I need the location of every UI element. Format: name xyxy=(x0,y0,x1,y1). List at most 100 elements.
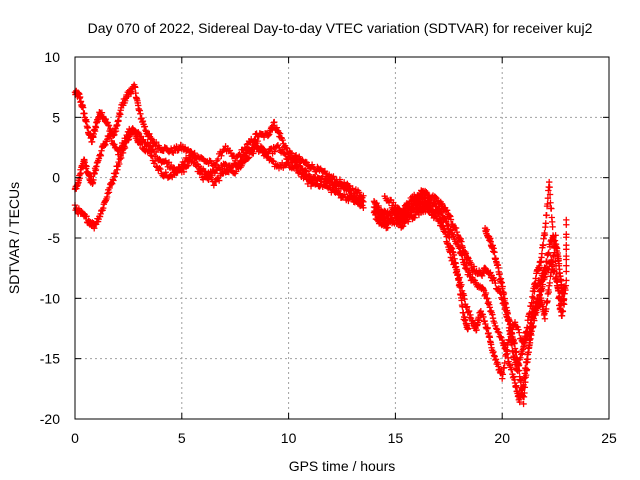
data-point-marker xyxy=(251,136,258,143)
data-point-marker xyxy=(483,226,491,233)
data-point-marker xyxy=(106,132,114,139)
data-point-marker xyxy=(227,167,235,174)
data-point-marker xyxy=(202,168,209,175)
data-point-marker xyxy=(563,242,570,249)
data-point-marker xyxy=(447,216,455,223)
data-point-marker xyxy=(515,326,522,333)
data-points xyxy=(71,81,570,408)
data-point-marker xyxy=(516,329,523,336)
data-point-marker xyxy=(292,151,300,159)
data-point-marker xyxy=(257,143,265,150)
data-point-marker xyxy=(238,157,245,164)
y-tick-label: 5 xyxy=(52,109,60,125)
x-tick-label: 25 xyxy=(601,430,617,446)
data-point-marker xyxy=(176,164,183,172)
data-point-marker xyxy=(449,220,456,228)
data-point-marker xyxy=(502,300,509,307)
data-point-marker xyxy=(160,173,167,180)
data-point-marker xyxy=(298,165,305,172)
data-point-marker xyxy=(360,198,367,205)
data-point-marker xyxy=(83,213,90,220)
data-point-marker xyxy=(345,197,352,205)
data-point-marker xyxy=(180,161,188,168)
data-point-marker xyxy=(177,166,184,173)
data-point-marker xyxy=(475,317,483,324)
data-point-marker xyxy=(275,144,283,151)
data-point-marker xyxy=(87,173,94,180)
data-point-marker xyxy=(157,165,164,173)
data-point-marker xyxy=(552,262,560,270)
data-point-marker xyxy=(541,231,549,239)
data-point-marker xyxy=(542,220,549,227)
data-point-marker xyxy=(212,178,220,185)
data-point-marker xyxy=(282,151,289,158)
data-point-marker xyxy=(435,217,443,225)
data-point-marker xyxy=(559,308,567,315)
data-point-marker xyxy=(132,84,139,91)
data-point-marker xyxy=(511,319,519,326)
data-point-marker xyxy=(336,190,344,197)
data-point-marker xyxy=(90,176,97,184)
x-tick-label: 5 xyxy=(178,430,186,446)
data-point-marker xyxy=(279,136,286,144)
data-point-marker xyxy=(167,145,175,152)
data-point-marker xyxy=(530,294,538,302)
data-point-marker xyxy=(470,263,478,270)
data-point-marker xyxy=(504,310,511,317)
data-point-marker xyxy=(464,325,472,332)
data-point-marker xyxy=(302,167,309,174)
data-point-marker xyxy=(156,164,163,172)
data-point-marker xyxy=(438,222,445,229)
data-point-marker xyxy=(423,203,430,210)
data-point-marker xyxy=(210,182,218,189)
data-point-marker xyxy=(303,159,310,166)
data-point-marker xyxy=(549,223,556,231)
x-tick-label: 0 xyxy=(71,430,79,446)
data-point-marker xyxy=(325,183,333,191)
y-tick-label: -15 xyxy=(40,351,60,367)
data-point-marker xyxy=(563,216,570,224)
data-point-marker xyxy=(489,242,497,249)
data-point-marker xyxy=(240,153,247,160)
data-point-marker xyxy=(152,138,160,146)
x-tick-label: 10 xyxy=(281,430,297,446)
data-point-marker xyxy=(399,222,407,230)
data-point-marker xyxy=(526,336,533,344)
y-tick-label: -5 xyxy=(48,230,61,246)
data-point-marker xyxy=(162,169,169,176)
y-tick-label: 0 xyxy=(52,170,60,186)
data-point-marker xyxy=(465,307,473,315)
data-point-marker xyxy=(250,150,257,157)
y-tick-label: 10 xyxy=(44,49,60,65)
data-point-marker xyxy=(328,178,335,186)
data-point-marker xyxy=(146,148,153,155)
data-point-marker xyxy=(215,177,223,184)
data-point-marker xyxy=(276,130,284,137)
data-point-marker xyxy=(144,139,151,146)
data-point-marker xyxy=(563,231,570,238)
data-point-marker xyxy=(550,242,558,250)
data-point-marker xyxy=(187,154,194,161)
data-point-marker xyxy=(431,212,439,219)
data-point-marker xyxy=(513,382,520,389)
data-point-marker xyxy=(520,400,527,408)
data-point-marker xyxy=(271,118,278,126)
data-point-marker xyxy=(411,214,418,221)
data-point-marker xyxy=(544,194,552,202)
data-point-marker xyxy=(405,218,412,225)
data-point-marker xyxy=(199,176,207,183)
data-point-marker xyxy=(384,224,391,231)
data-point-marker xyxy=(563,252,570,260)
data-point-marker xyxy=(335,191,342,198)
data-point-marker xyxy=(148,152,156,160)
data-point-marker xyxy=(345,186,352,194)
data-point-marker xyxy=(499,283,506,290)
chart-title: Day 070 of 2022, Sidereal Day-to-day VTE… xyxy=(88,20,593,36)
x-tick-label: 15 xyxy=(388,430,404,446)
data-point-marker xyxy=(83,163,90,170)
data-point-marker xyxy=(152,148,160,156)
data-point-marker xyxy=(77,169,85,177)
data-point-marker xyxy=(251,143,258,150)
data-point-marker xyxy=(498,369,505,377)
